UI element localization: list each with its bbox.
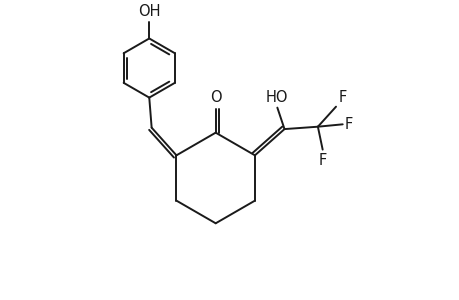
Text: HO: HO xyxy=(265,90,288,105)
Text: F: F xyxy=(344,117,353,132)
Text: O: O xyxy=(209,90,221,105)
Text: OH: OH xyxy=(138,4,160,20)
Text: F: F xyxy=(318,153,326,168)
Text: F: F xyxy=(338,90,346,105)
